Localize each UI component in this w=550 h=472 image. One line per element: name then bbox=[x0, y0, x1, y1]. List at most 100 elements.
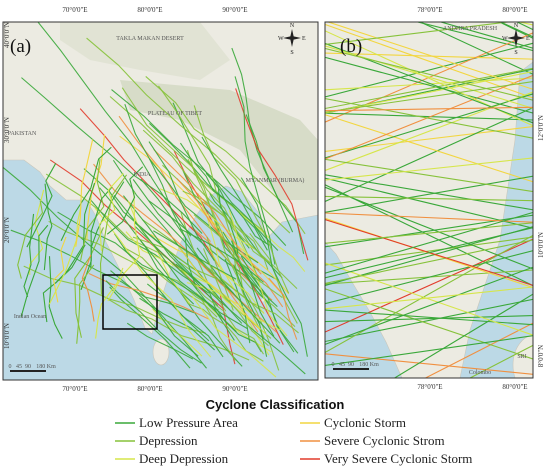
track bbox=[438, 22, 533, 49]
track bbox=[74, 227, 104, 338]
track bbox=[180, 269, 264, 355]
track bbox=[325, 286, 533, 310]
legend-label: Very Severe Cyclonic Storm bbox=[324, 451, 472, 466]
track bbox=[180, 290, 264, 362]
panel-label: (b) bbox=[340, 36, 362, 57]
track bbox=[325, 47, 533, 101]
scale-label: 180 Km bbox=[36, 364, 56, 370]
frame-a bbox=[2, 21, 319, 381]
track bbox=[153, 230, 237, 280]
track bbox=[228, 209, 288, 337]
track bbox=[325, 298, 533, 343]
track bbox=[107, 191, 141, 302]
legend-title: Cyclone Classification bbox=[206, 397, 345, 412]
track bbox=[148, 141, 215, 261]
track bbox=[95, 267, 124, 339]
track bbox=[325, 211, 533, 274]
track bbox=[158, 85, 246, 276]
place-name: Indian Ocean bbox=[14, 314, 46, 320]
track bbox=[393, 293, 533, 378]
track bbox=[43, 183, 53, 271]
track bbox=[17, 200, 44, 279]
track bbox=[173, 150, 284, 345]
track bbox=[325, 106, 533, 112]
track bbox=[48, 256, 63, 339]
north-arrows: N W E S N W E S bbox=[278, 23, 530, 56]
legend-label: Deep Depression bbox=[139, 451, 229, 466]
track bbox=[132, 179, 243, 304]
track bbox=[37, 22, 192, 237]
track bbox=[121, 87, 238, 233]
track bbox=[153, 148, 262, 275]
lon-label: 90°0'0"E bbox=[222, 385, 247, 393]
track bbox=[124, 104, 198, 290]
track bbox=[145, 76, 306, 235]
scale-label: 90 bbox=[348, 362, 354, 368]
track bbox=[201, 136, 279, 251]
scale-bar bbox=[333, 368, 369, 370]
track bbox=[240, 177, 308, 357]
track bbox=[202, 248, 269, 347]
panel-label: (a) bbox=[10, 36, 31, 57]
track bbox=[148, 158, 259, 264]
track bbox=[99, 173, 124, 251]
track bbox=[325, 236, 533, 266]
lon-label: 80°0'0"E bbox=[137, 385, 162, 393]
lon-label: 80°0'0"E bbox=[502, 383, 527, 391]
svg-text:E: E bbox=[302, 36, 306, 42]
track bbox=[325, 70, 533, 114]
track bbox=[99, 174, 128, 295]
scale-label: 0 bbox=[332, 362, 335, 368]
track bbox=[197, 192, 270, 356]
track bbox=[146, 283, 224, 358]
track bbox=[326, 22, 533, 90]
track bbox=[325, 45, 533, 109]
track bbox=[325, 97, 533, 139]
track bbox=[419, 22, 533, 75]
scale-label: 45 bbox=[16, 364, 22, 370]
track bbox=[325, 250, 533, 305]
track bbox=[232, 250, 265, 339]
track bbox=[325, 309, 533, 326]
track bbox=[468, 344, 533, 378]
track bbox=[193, 214, 283, 299]
place-name: INDIA bbox=[134, 172, 152, 178]
lon-label: 80°0'0"E bbox=[502, 6, 527, 14]
lon-label: 78°0'0"E bbox=[417, 383, 442, 391]
track bbox=[109, 286, 191, 369]
track bbox=[110, 270, 199, 357]
lat-label: 30°0'0"N bbox=[3, 117, 11, 143]
track bbox=[81, 254, 95, 322]
track bbox=[325, 227, 533, 279]
track bbox=[201, 299, 236, 361]
scale-label: 45 bbox=[339, 362, 345, 368]
track bbox=[216, 246, 296, 328]
lon-label: 78°0'0"E bbox=[417, 6, 442, 14]
track bbox=[325, 214, 533, 248]
track bbox=[113, 194, 235, 341]
track bbox=[234, 220, 269, 270]
svg-text:S: S bbox=[514, 50, 517, 56]
svg-text:N: N bbox=[514, 23, 519, 29]
track bbox=[191, 295, 277, 378]
legend-label: Severe Cyclonic Strom bbox=[324, 433, 445, 448]
lon-label: 70°0'0"E bbox=[62, 6, 87, 14]
track bbox=[138, 238, 243, 367]
place-name: SRI bbox=[517, 354, 526, 360]
place-name: Colombo bbox=[469, 370, 491, 376]
legend-label: Depression bbox=[139, 433, 198, 448]
lon-label: 70°0'0"E bbox=[62, 385, 87, 393]
place-name: TAKLA MAKAN DESERT bbox=[116, 36, 184, 42]
track bbox=[235, 88, 309, 261]
track bbox=[106, 166, 144, 235]
frame-b bbox=[324, 21, 534, 379]
lat-label: 10°0'0"N bbox=[3, 323, 11, 349]
track bbox=[57, 211, 248, 330]
track bbox=[193, 105, 290, 294]
track bbox=[325, 315, 533, 323]
lat-label: 8°0'0"N bbox=[537, 345, 545, 367]
track bbox=[42, 244, 86, 323]
track bbox=[325, 114, 533, 183]
track bbox=[26, 163, 57, 248]
track bbox=[80, 159, 105, 261]
